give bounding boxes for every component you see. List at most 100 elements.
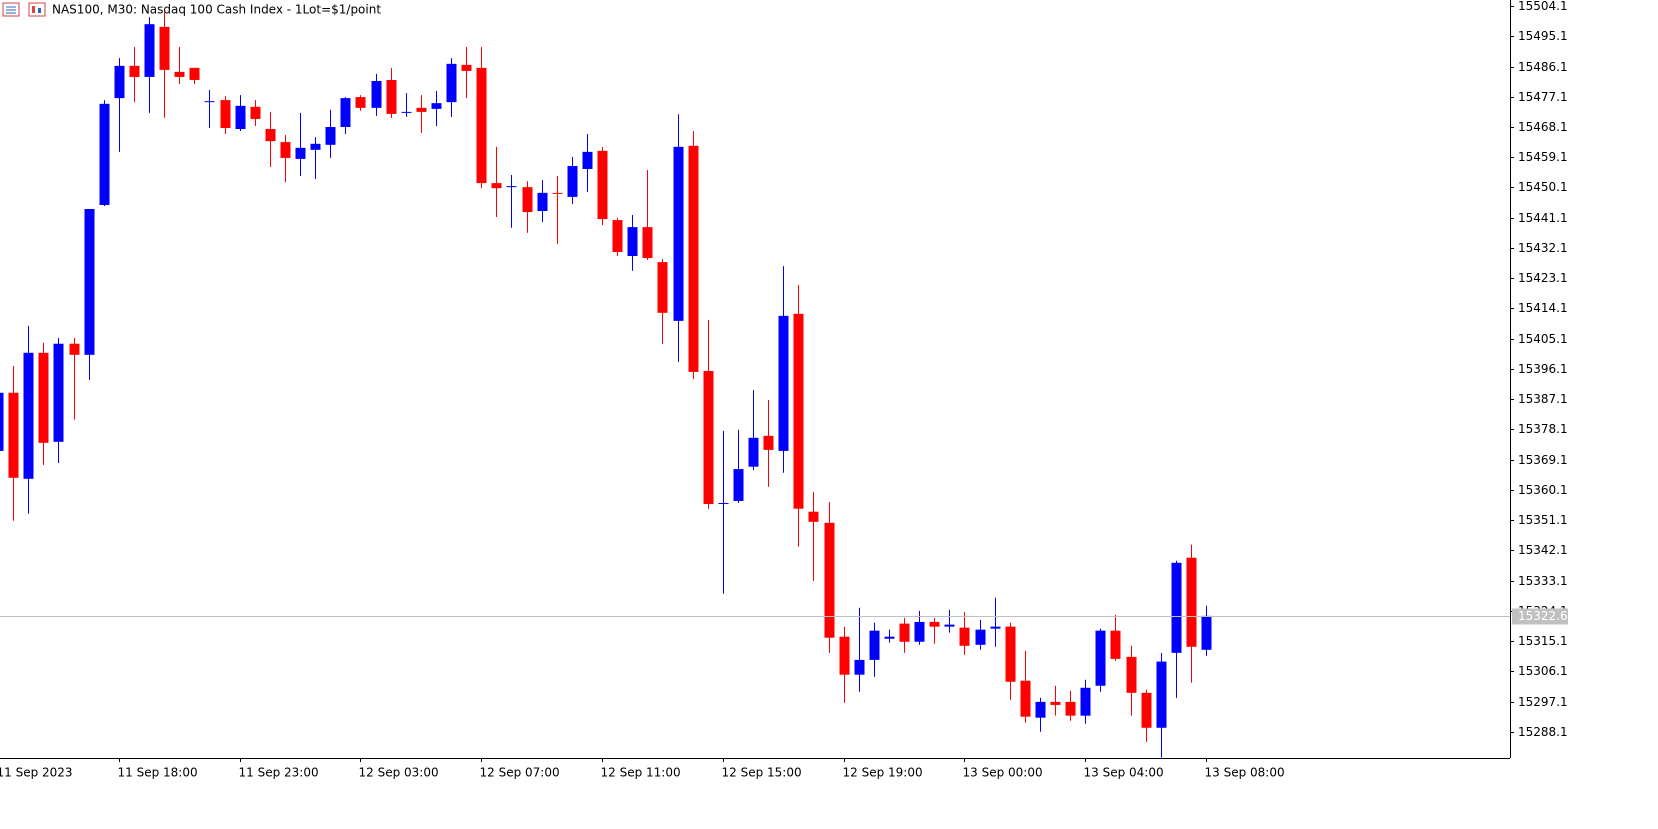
candle-body xyxy=(808,511,819,522)
candle-body xyxy=(990,626,1001,629)
icon-bar xyxy=(38,8,41,13)
candle-body xyxy=(748,437,759,467)
candle-body xyxy=(265,129,276,142)
y-tick-label: 15351.1 xyxy=(1518,513,1568,527)
candle-body xyxy=(1201,615,1212,650)
candle-body xyxy=(174,71,185,77)
y-tick-label: 15315.1 xyxy=(1518,634,1568,648)
candle-body xyxy=(1005,626,1016,682)
y-tick-label: 15297.1 xyxy=(1518,695,1568,709)
candle-body xyxy=(355,97,366,108)
candle-body xyxy=(1141,692,1152,728)
y-tick-label: 15495.1 xyxy=(1518,29,1568,43)
x-tick-label: 12 Sep 03:00 xyxy=(359,766,439,780)
candle-body xyxy=(69,343,80,355)
y-tick-label: 15441.1 xyxy=(1518,211,1568,225)
x-tick-label: 12 Sep 11:00 xyxy=(601,766,681,780)
candle-body xyxy=(884,636,895,639)
y-tick-label: 15396.1 xyxy=(1518,362,1568,376)
x-tick-label: 12 Sep 07:00 xyxy=(480,766,560,780)
candle-body xyxy=(778,315,789,451)
candle-body xyxy=(461,64,472,71)
y-tick-label: 15333.1 xyxy=(1518,574,1568,588)
candle-body xyxy=(99,103,110,205)
candle-body xyxy=(38,352,49,443)
candle-body xyxy=(0,392,4,451)
candle-body xyxy=(552,192,563,194)
candle-body xyxy=(84,208,95,355)
y-tick-label: 15405.1 xyxy=(1518,332,1568,346)
candle-body xyxy=(627,227,638,257)
candle-body xyxy=(1110,630,1121,659)
candle-body xyxy=(371,80,382,108)
candle-body xyxy=(1126,656,1137,693)
y-tick-label: 15432.1 xyxy=(1518,241,1568,255)
y-tick-label: 15423.1 xyxy=(1518,271,1568,285)
candle-body xyxy=(718,502,729,504)
y-tick-label: 15468.1 xyxy=(1518,120,1568,134)
y-tick-label: 15369.1 xyxy=(1518,453,1568,467)
candle-body xyxy=(491,183,502,189)
candle-body xyxy=(839,636,850,675)
candle-body xyxy=(114,65,125,99)
candle-body xyxy=(537,192,548,212)
y-tick-label: 15450.1 xyxy=(1518,180,1568,194)
candle-body xyxy=(310,143,321,150)
candle-body xyxy=(53,343,64,442)
x-tick-label: 13 Sep 04:00 xyxy=(1084,766,1164,780)
icon-bar xyxy=(32,6,35,13)
candle-body xyxy=(688,145,699,372)
candle-body xyxy=(144,24,155,77)
x-tick-label: 12 Sep 19:00 xyxy=(843,766,923,780)
candle-body xyxy=(295,147,306,159)
x-tick-label: 13 Sep 08:00 xyxy=(1205,766,1285,780)
candle-body xyxy=(703,370,714,504)
candle-body xyxy=(1186,557,1197,647)
candle-body xyxy=(854,659,865,675)
y-tick-label: 15378.1 xyxy=(1518,422,1568,436)
x-tick-label: 11 Sep 18:00 xyxy=(118,766,198,780)
candle-body xyxy=(1080,687,1091,716)
candle-body xyxy=(642,227,653,259)
candle-body xyxy=(929,621,940,627)
candle-body xyxy=(1035,701,1046,718)
candle-body xyxy=(1065,701,1076,716)
candle-body xyxy=(431,103,442,109)
x-tick-label: 11 Sep 23:00 xyxy=(239,766,319,780)
candle-body xyxy=(567,165,578,197)
candle-body xyxy=(189,67,200,80)
price-label: 15322.6 xyxy=(1518,609,1568,623)
candle-body xyxy=(612,220,623,252)
candle-body xyxy=(204,101,215,103)
candle-body xyxy=(476,67,487,184)
candle-body xyxy=(280,142,291,158)
candle-body xyxy=(386,79,397,114)
candle-body xyxy=(1171,562,1182,653)
candle-body xyxy=(416,107,427,112)
candle-body xyxy=(340,98,351,128)
y-tick-label: 15459.1 xyxy=(1518,150,1568,164)
candle-body xyxy=(959,627,970,646)
y-tick-label: 15360.1 xyxy=(1518,483,1568,497)
candle-body xyxy=(220,100,231,129)
candle-body xyxy=(446,63,457,103)
candle-body xyxy=(899,623,910,642)
y-tick-label: 15342.1 xyxy=(1518,543,1568,557)
candle-body xyxy=(657,262,668,313)
candle-body xyxy=(673,146,684,321)
candle-body xyxy=(763,435,774,450)
x-tick-label: 11 Sep 2023 xyxy=(0,766,73,780)
candle-body xyxy=(914,621,925,642)
candle-body xyxy=(975,629,986,645)
candle-body xyxy=(325,127,336,145)
candle-body xyxy=(506,186,517,188)
candle-body xyxy=(1050,701,1061,705)
y-tick-label: 15477.1 xyxy=(1518,90,1568,104)
x-tick-label: 13 Sep 00:00 xyxy=(963,766,1043,780)
y-tick-label: 15414.1 xyxy=(1518,301,1568,315)
candle-body xyxy=(522,187,533,213)
candle-body xyxy=(1156,661,1167,728)
candle-body xyxy=(824,522,835,638)
